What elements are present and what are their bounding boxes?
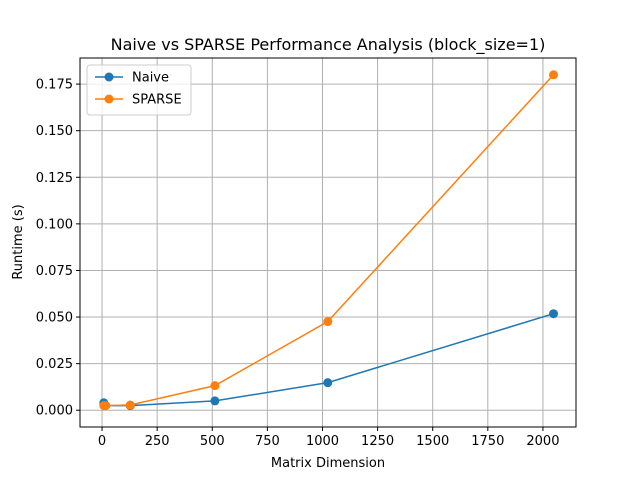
x-tick-label: 750 bbox=[255, 434, 280, 449]
legend: Naive SPARSE bbox=[86, 64, 192, 116]
legend-label-naive: Naive bbox=[132, 71, 169, 86]
y-tick-label: 0.025 bbox=[36, 357, 73, 372]
y-tick-label: 0.100 bbox=[36, 217, 73, 232]
x-tick-label: 0 bbox=[98, 434, 106, 449]
legend-label-sparse: SPARSE bbox=[132, 93, 182, 108]
data-point-naive bbox=[549, 309, 559, 319]
data-point-sparse bbox=[210, 381, 220, 391]
y-tick-label: 0.150 bbox=[36, 124, 73, 139]
x-tick-label: 1750 bbox=[471, 434, 504, 449]
y-tick-label: 0.050 bbox=[36, 311, 73, 326]
x-tick-label: 2000 bbox=[526, 434, 559, 449]
data-point-naive bbox=[210, 396, 220, 406]
x-tick-label: 1500 bbox=[416, 434, 449, 449]
legend-marker-sparse bbox=[104, 94, 114, 104]
y-tick-label: 0.175 bbox=[36, 78, 73, 93]
y-axis-label: Runtime (s) bbox=[11, 204, 26, 279]
x-tick-label: 500 bbox=[200, 434, 225, 449]
data-point-sparse bbox=[125, 400, 135, 410]
y-tick-label: 0.000 bbox=[36, 404, 73, 419]
chart-title: Naive vs SPARSE Performance Analysis (bl… bbox=[111, 35, 546, 55]
data-series bbox=[99, 70, 559, 411]
data-point-sparse bbox=[323, 317, 333, 327]
plot-frame bbox=[79, 57, 577, 428]
data-point-naive bbox=[323, 378, 333, 388]
x-axis-label: Matrix Dimension bbox=[271, 456, 385, 471]
grid-lines bbox=[80, 58, 576, 427]
data-point-sparse bbox=[549, 70, 559, 80]
y-tick-label: 0.075 bbox=[36, 264, 73, 279]
y-tick-label: 0.125 bbox=[36, 171, 73, 186]
legend-marker-naive bbox=[104, 72, 114, 82]
x-tick-label: 1000 bbox=[306, 434, 339, 449]
data-point-sparse bbox=[101, 401, 111, 411]
x-tick-label: 1250 bbox=[361, 434, 394, 449]
axis-ticks: 0 250 500 750 1000 1250 1500 1750 2000 0.000 0.025… bbox=[36, 78, 560, 449]
x-tick-label: 250 bbox=[145, 434, 170, 449]
